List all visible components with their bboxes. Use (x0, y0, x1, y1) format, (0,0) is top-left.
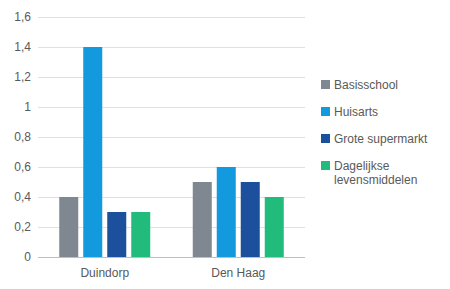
legend-swatch (321, 161, 330, 170)
grid-line (38, 137, 305, 138)
legend-label: Huisarts (334, 105, 378, 119)
y-tick-label: 0,4 (14, 190, 31, 204)
y-tick-label: 0,6 (14, 160, 31, 174)
grid-line (38, 17, 305, 18)
bar (241, 182, 260, 257)
y-tick-label: 0 (24, 250, 31, 264)
legend-label: Grote supermarkt (334, 132, 428, 146)
bar (193, 182, 212, 257)
legend-swatch (321, 80, 330, 89)
legend-swatch (321, 134, 330, 143)
bar (59, 197, 78, 257)
legend-label: Basisschool (334, 78, 398, 92)
y-tick-label: 0,2 (14, 220, 31, 234)
bar (107, 212, 126, 257)
grid-line (38, 107, 305, 108)
y-tick-label: 0,8 (14, 130, 31, 144)
grid-line (38, 47, 305, 48)
grid-line (38, 77, 305, 78)
x-tick-label: Den Haag (211, 266, 265, 280)
legend-line: Huisarts (334, 105, 378, 119)
bar (83, 47, 102, 257)
y-tick-label: 1 (24, 100, 31, 114)
bar (217, 167, 236, 257)
legend-line: Dagelijkse (334, 159, 390, 173)
legend-line: levensmiddelen (334, 173, 417, 187)
legend-line: Basisschool (334, 78, 398, 92)
legend-swatch (321, 107, 330, 116)
legend-label: Dagelijkselevensmiddelen (334, 159, 417, 187)
y-tick-label: 1,4 (14, 40, 31, 54)
bars (59, 47, 284, 257)
y-tick-label: 1,6 (14, 10, 31, 24)
legend-line: Grote supermarkt (334, 132, 428, 146)
bar (131, 212, 150, 257)
y-tick-label: 1,2 (14, 70, 31, 84)
grid-line (38, 167, 305, 168)
x-tick-label: Duindorp (80, 266, 129, 280)
bar (265, 197, 284, 257)
chart: 0 0,2 0,4 0,6 0,8 1 1,2 1,4 1,6 Duindorp Den Haag B… (0, 0, 450, 289)
